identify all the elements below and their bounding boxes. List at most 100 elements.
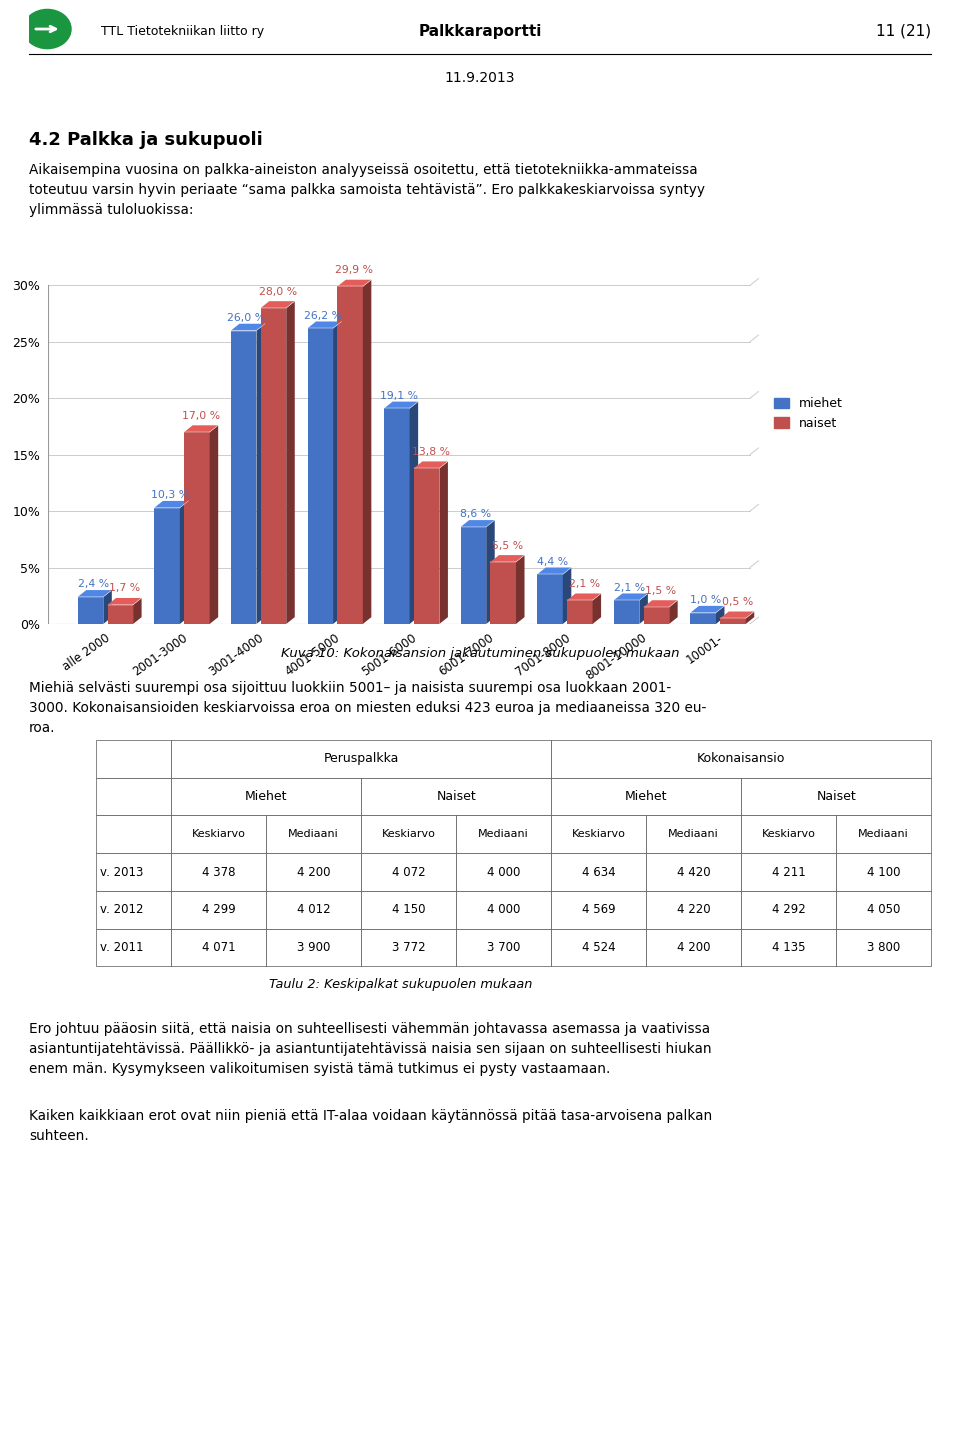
Polygon shape [567, 593, 601, 601]
Bar [836, 815, 931, 853]
Polygon shape [307, 328, 333, 624]
Bar [96, 853, 171, 891]
Text: 4 200: 4 200 [297, 866, 330, 878]
Polygon shape [384, 402, 419, 408]
Bar [551, 815, 646, 853]
Bar [551, 929, 646, 966]
Text: 4 150: 4 150 [392, 904, 425, 916]
Bar [96, 891, 171, 929]
Polygon shape [538, 567, 571, 575]
Polygon shape [516, 556, 524, 624]
Polygon shape [261, 302, 295, 308]
Polygon shape [567, 601, 592, 624]
Text: 1,0 %: 1,0 % [690, 595, 721, 605]
Polygon shape [491, 562, 516, 624]
Polygon shape [184, 432, 209, 624]
Text: 4 211: 4 211 [772, 866, 805, 878]
Bar [646, 815, 741, 853]
Text: 5,5 %: 5,5 % [492, 541, 523, 550]
Bar [551, 740, 931, 778]
Polygon shape [78, 591, 111, 596]
Text: Keskiarvo: Keskiarvo [761, 830, 816, 839]
Bar [646, 929, 741, 966]
Polygon shape [337, 280, 372, 286]
Text: Keskiarvo: Keskiarvo [382, 830, 436, 839]
Text: 2,4 %: 2,4 % [78, 579, 108, 589]
Text: 4 000: 4 000 [487, 904, 520, 916]
Polygon shape [108, 598, 142, 605]
Text: suhteen.: suhteen. [29, 1129, 88, 1143]
Text: 4,4 %: 4,4 % [537, 557, 568, 567]
Text: 4 072: 4 072 [392, 866, 425, 878]
Polygon shape [231, 324, 265, 331]
Text: v. 2013: v. 2013 [100, 866, 143, 878]
Legend: miehet, naiset: miehet, naiset [775, 398, 843, 429]
Text: 2,1 %: 2,1 % [568, 579, 600, 589]
Text: 3000. Kokonaisansioiden keskiarvoissa eroa on miesten eduksi 423 euroa ja mediaa: 3000. Kokonaisansioiden keskiarvoissa er… [29, 701, 707, 715]
Text: 3 700: 3 700 [487, 942, 520, 953]
Text: 4 569: 4 569 [582, 904, 615, 916]
Polygon shape [231, 331, 256, 624]
Bar [96, 740, 171, 778]
Text: Mediaani: Mediaani [858, 830, 909, 839]
Text: 3 900: 3 900 [297, 942, 330, 953]
Text: 2,1 %: 2,1 % [613, 583, 645, 593]
Polygon shape [410, 402, 419, 624]
Polygon shape [307, 322, 342, 328]
Text: 8,6 %: 8,6 % [461, 509, 492, 519]
Text: enem män. Kysymykseen valikoitumisen syistä tämä tutkimus ei pysty vastaamaan.: enem män. Kysymykseen valikoitumisen syi… [29, 1062, 611, 1077]
Polygon shape [209, 425, 218, 624]
Text: 4 634: 4 634 [582, 866, 615, 878]
Text: Kuva 10: Kokonaisansion jakautuminen sukupuolen mukaan: Kuva 10: Kokonaisansion jakautuminen suk… [280, 647, 680, 660]
Text: 11 (21): 11 (21) [876, 23, 931, 39]
Polygon shape [184, 425, 218, 432]
Text: Palkkaraportti: Palkkaraportti [419, 23, 541, 39]
Text: Keskiarvo: Keskiarvo [572, 830, 626, 839]
Bar [171, 815, 266, 853]
Polygon shape [746, 611, 755, 624]
Bar [551, 853, 646, 891]
Text: Keskiarvo: Keskiarvo [192, 830, 246, 839]
Text: 17,0 %: 17,0 % [182, 411, 220, 421]
Text: ylimmässä tuloluokissa:: ylimmässä tuloluokissa: [29, 203, 193, 218]
Bar [741, 853, 836, 891]
Text: 28,0 %: 28,0 % [258, 287, 297, 296]
Bar [361, 891, 456, 929]
Polygon shape [690, 612, 716, 624]
Bar [836, 891, 931, 929]
Bar [96, 929, 171, 966]
Polygon shape [461, 519, 494, 527]
Bar [266, 853, 361, 891]
Bar [646, 853, 741, 891]
Polygon shape [690, 607, 725, 612]
Polygon shape [639, 593, 648, 624]
Text: 4.2 Palkka ja sukupuoli: 4.2 Palkka ja sukupuoli [29, 131, 262, 148]
Polygon shape [613, 593, 648, 601]
Polygon shape [256, 324, 265, 624]
Text: TTL Tietotekniikan liitto ry: TTL Tietotekniikan liitto ry [101, 25, 264, 38]
Polygon shape [414, 461, 448, 469]
Bar [646, 891, 741, 929]
Text: 4 292: 4 292 [772, 904, 805, 916]
Text: roa.: roa. [29, 721, 56, 736]
Polygon shape [133, 598, 142, 624]
Text: asiantuntijatehtävissä. Päällikkö- ja asiantuntijatehtävissä naisia sen sijaan o: asiantuntijatehtävissä. Päällikkö- ja as… [29, 1042, 711, 1056]
Text: Miehet: Miehet [245, 791, 287, 802]
Bar [551, 891, 646, 929]
Circle shape [23, 9, 71, 49]
Text: 26,0 %: 26,0 % [228, 313, 265, 324]
Bar [361, 778, 551, 815]
Bar [741, 891, 836, 929]
Text: 4 012: 4 012 [297, 904, 330, 916]
Bar [741, 929, 836, 966]
Polygon shape [108, 605, 133, 624]
Text: 3 800: 3 800 [867, 942, 900, 953]
Text: 4 200: 4 200 [677, 942, 710, 953]
Polygon shape [337, 286, 363, 624]
Polygon shape [155, 501, 188, 508]
Polygon shape [491, 556, 524, 562]
Polygon shape [78, 596, 104, 624]
Polygon shape [720, 611, 755, 618]
Text: Mediaani: Mediaani [478, 830, 529, 839]
Polygon shape [643, 607, 669, 624]
